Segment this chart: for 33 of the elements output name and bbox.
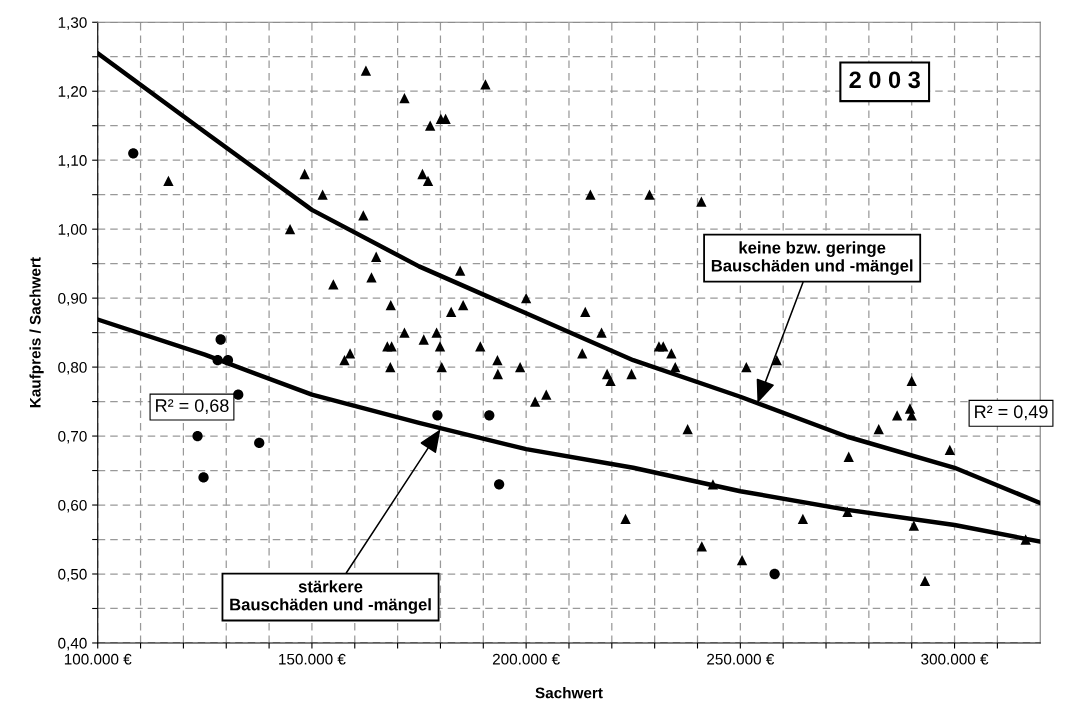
point bbox=[192, 430, 203, 442]
point bbox=[254, 437, 265, 449]
point bbox=[432, 410, 443, 421]
x-tick-label: 100.000 € bbox=[64, 653, 132, 665]
text: 2 0 0 3 bbox=[849, 71, 920, 89]
y-tick-label: 1,00 bbox=[58, 224, 87, 237]
y-tick-label: 0,70 bbox=[58, 430, 87, 444]
y-tick-label: 1,20 bbox=[58, 86, 87, 99]
y-tick-label: 0,40 bbox=[58, 637, 87, 651]
y-tick-label: 0,80 bbox=[58, 361, 87, 375]
x-tick-label: 300.000 € bbox=[921, 653, 989, 665]
point bbox=[769, 568, 780, 580]
point bbox=[212, 355, 223, 366]
y-tick-label: 0,50 bbox=[58, 568, 87, 582]
point bbox=[222, 355, 234, 366]
point bbox=[128, 148, 139, 159]
x-tick-label: 250.000 € bbox=[707, 653, 775, 665]
annotation: R² = 0,68 bbox=[156, 399, 229, 415]
point bbox=[484, 410, 495, 421]
point bbox=[215, 334, 226, 345]
point bbox=[494, 479, 505, 490]
y-tick-label: 0,90 bbox=[58, 293, 87, 306]
point bbox=[198, 472, 209, 483]
y-tick-label: 1,30 bbox=[58, 17, 87, 30]
y-axis-title: Kaufpreis / Sachwert bbox=[29, 257, 44, 408]
y-tick-label: 0,60 bbox=[58, 499, 87, 513]
x-tick-label: 150.000 € bbox=[279, 653, 346, 665]
annotation: R² = 0,49 bbox=[975, 405, 1048, 421]
y-tick-label: 1,10 bbox=[58, 155, 87, 168]
x-tick-label: 200.000 € bbox=[492, 653, 560, 665]
x-axis-title: Sachwert bbox=[535, 687, 603, 699]
annotation: stärkere Bauschäden und -mängel bbox=[230, 580, 431, 614]
annotation: keine bzw. geringe Bauschäden und -mängel bbox=[711, 241, 913, 275]
